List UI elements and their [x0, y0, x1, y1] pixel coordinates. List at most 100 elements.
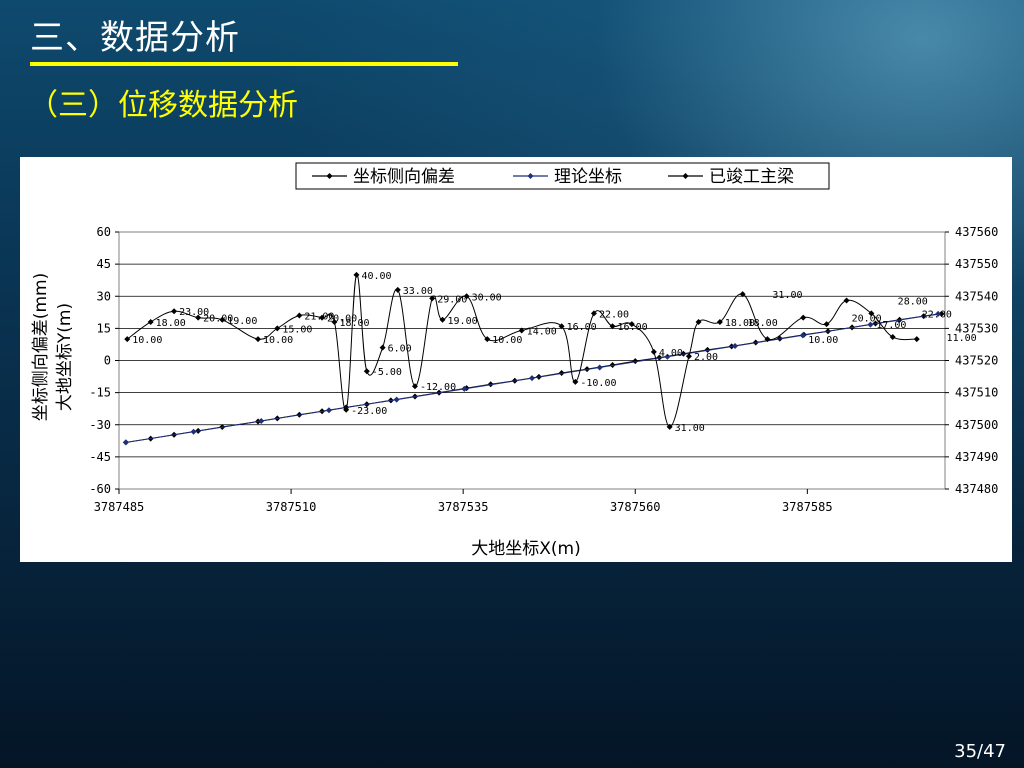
legend-label-deviation: 坐标侧向偏差 — [353, 167, 455, 187]
deviation-point — [800, 314, 807, 321]
theory-point — [258, 418, 265, 425]
grid-lines — [119, 263, 945, 458]
left-tick-label: 60 — [97, 225, 111, 239]
x-tick-label: 3787510 — [266, 500, 317, 514]
data-label: 31.00 — [772, 290, 802, 301]
right-tick-label: 437540 — [955, 289, 998, 303]
x-axis-ticks: 3787485 3787510 3787535 3787560 3787585 — [94, 489, 833, 514]
data-label: -5.00 — [372, 367, 402, 378]
data-label: 28.00 — [898, 297, 928, 308]
series-deviation — [124, 271, 920, 430]
data-label: 19.00 — [448, 316, 478, 327]
left-tick-label: 0 — [104, 354, 111, 368]
data-label: 18.00 — [339, 318, 369, 329]
deviation-point — [685, 353, 692, 360]
deviation-point — [868, 310, 875, 317]
data-label: -10.00 — [580, 378, 616, 389]
deviation-point — [518, 327, 525, 334]
data-label: 14.00 — [527, 327, 557, 338]
deviation-point — [843, 297, 850, 304]
deviation-point — [650, 348, 657, 355]
right-tick-label: 437500 — [955, 418, 998, 432]
deviation-point — [255, 336, 262, 343]
legend-label-theory: 理论坐标 — [554, 167, 622, 187]
theory-point — [799, 332, 806, 339]
x-tick-label: 3787485 — [94, 500, 145, 514]
right-tick-label: 437510 — [955, 386, 998, 400]
theory-point — [596, 364, 603, 371]
data-label: 20.00 — [203, 314, 233, 325]
right-tick-label: 437530 — [955, 321, 998, 335]
deviation-point — [739, 291, 746, 298]
data-label: 2.00 — [694, 352, 718, 363]
completed-point — [938, 310, 945, 317]
deviation-point — [343, 406, 350, 413]
legend: 坐标侧向偏差 理论坐标 已竣工主梁 — [295, 162, 830, 190]
deviation-point — [463, 293, 470, 300]
data-label: 10.00 — [263, 335, 293, 346]
left-tick-label: 15 — [97, 321, 111, 335]
deviation-point — [913, 336, 920, 343]
deviation-point — [628, 321, 635, 328]
data-label: 21.00 — [304, 312, 334, 323]
deviation-point — [484, 336, 491, 343]
deviation-point — [353, 271, 360, 278]
theory-point — [664, 353, 671, 360]
right-tick-label: 437490 — [955, 450, 998, 464]
data-label: 6.00 — [388, 344, 412, 355]
right-tick-label: 437480 — [955, 482, 998, 496]
legend-marker-completed — [682, 173, 689, 179]
data-label: 18.00 — [748, 318, 778, 329]
data-label: 40.00 — [361, 271, 391, 282]
page-number: 35/47 — [954, 741, 1006, 762]
left-tick-label: -15 — [89, 386, 111, 400]
deviation-point — [379, 344, 386, 351]
deviation-point — [274, 325, 281, 332]
deviation-point — [823, 321, 830, 328]
deviation-point — [666, 423, 673, 430]
data-label: 11.00 — [947, 333, 977, 344]
deviation-point — [296, 312, 303, 319]
deviation-point — [716, 318, 723, 325]
deviation-line — [126, 274, 917, 428]
data-label: 30.00 — [472, 292, 502, 303]
data-label: 33.00 — [403, 286, 433, 297]
deviation-point — [411, 383, 418, 390]
deviation-point — [363, 368, 370, 375]
data-label: 10.00 — [492, 335, 522, 346]
completed-point — [632, 358, 639, 365]
deviation-point — [195, 314, 202, 321]
data-label: 18.00 — [156, 318, 186, 329]
deviation-point — [147, 318, 154, 325]
theory-point — [867, 321, 874, 328]
data-label: 31.00 — [675, 423, 705, 434]
left-tick-label: -60 — [89, 482, 111, 496]
deviation-point — [609, 323, 616, 330]
left-axis-ticks: 60 45 30 15 0 -15 -30 -45 -60 — [89, 225, 119, 496]
deviation-point — [219, 316, 226, 323]
data-label: 16.00 — [567, 322, 597, 333]
x-axis-title: 大地坐标X(m) — [471, 539, 580, 559]
theory-point — [393, 396, 400, 403]
data-label: 22.00 — [599, 309, 629, 320]
left-tick-label: 30 — [97, 289, 111, 303]
deviation-point — [889, 333, 896, 340]
deviation-point — [171, 308, 178, 315]
left-tick-label: -30 — [89, 418, 111, 432]
displacement-chart: 坐标侧向偏差 理论坐标 已竣工主梁 604530150-15-30-45-60 … — [31, 162, 998, 559]
deviation-point — [394, 286, 401, 293]
data-label: -23.00 — [351, 406, 387, 417]
deviation-point — [429, 295, 436, 302]
x-tick-label: 3787535 — [438, 500, 489, 514]
title-underline — [30, 62, 458, 66]
data-label: 29.00 — [437, 294, 467, 305]
right-tick-label: 437560 — [955, 225, 998, 239]
data-label: 10.00 — [132, 335, 162, 346]
legend-label-completed: 已竣工主梁 — [709, 167, 794, 187]
right-tick-label: 437520 — [955, 354, 998, 368]
legend-marker-theory — [527, 173, 534, 179]
deviation-point — [572, 378, 579, 385]
deviation-point — [439, 316, 446, 323]
x-tick-label: 3787585 — [782, 500, 833, 514]
data-label: 18.00 — [725, 318, 755, 329]
